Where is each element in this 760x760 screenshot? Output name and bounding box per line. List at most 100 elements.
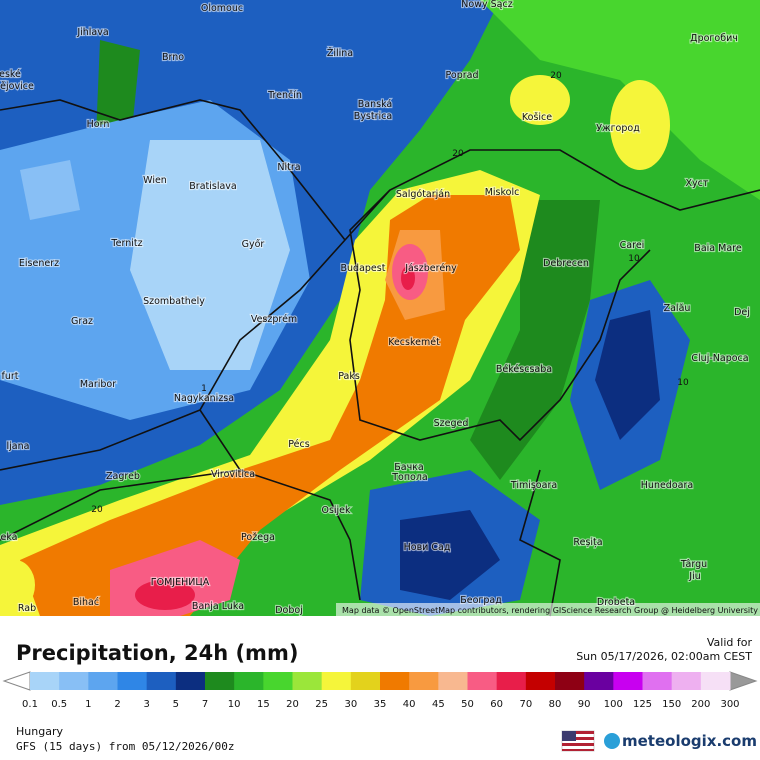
legend-label: 45 <box>432 699 445 710</box>
contour-label: 20 <box>452 149 464 159</box>
place-label: eka <box>0 532 17 543</box>
region: Hungary <box>16 725 63 738</box>
place-label: Jiu <box>688 571 700 582</box>
place-label: Reșița <box>573 537 602 548</box>
contour-label: 1 <box>201 384 207 394</box>
legend-swatch <box>321 672 352 690</box>
place-label: Jászberény <box>404 263 457 274</box>
legend-label: 35 <box>374 699 387 710</box>
legend-label: 20 <box>286 699 299 710</box>
place-label: Maribor <box>80 379 116 390</box>
legend-swatch <box>146 672 177 690</box>
legend-swatch <box>613 672 643 690</box>
legend-label: 70 <box>519 699 532 710</box>
place-label: furt <box>2 371 19 382</box>
place-label: Szombathely <box>143 296 205 307</box>
legend-swatch <box>117 672 148 690</box>
place-label: Szeged <box>434 418 469 429</box>
legend-swatch <box>234 672 264 690</box>
place-label: Békéscsaba <box>496 364 552 375</box>
model-run: GFS (15 days) from 05/12/2026/00z <box>16 740 235 753</box>
place-label: Dej <box>734 307 750 318</box>
legend-label: 25 <box>315 699 328 710</box>
place-label: Zagreb <box>106 471 140 482</box>
legend-label: 30 <box>344 699 357 710</box>
place-label: Kecskemét <box>388 337 440 348</box>
legend-label: 3 <box>143 699 149 710</box>
legend-swatch <box>525 672 556 690</box>
place-label: Miskolc <box>485 187 520 198</box>
legend-label: 2 <box>114 699 120 710</box>
legend-label: 10 <box>228 699 241 710</box>
place-label: Нови Сад <box>404 542 451 553</box>
flag <box>561 730 595 752</box>
place-label: Топола <box>391 472 428 483</box>
place-label: Banja Luka <box>192 601 244 612</box>
place-label: ГОМЈЕНИЦА <box>151 577 210 588</box>
valid-time: Sun 05/17/2026, 02:00am CEST <box>576 650 752 663</box>
legend-swatch <box>467 672 498 690</box>
place-label: Бачка <box>394 462 424 473</box>
legend-swatch <box>671 672 702 690</box>
place-label: Horn <box>87 119 110 130</box>
place-label: Debrecen <box>543 258 589 269</box>
place-label: Pécs <box>288 439 309 450</box>
place-label: Veszprém <box>251 314 297 325</box>
place-label: Ужгород <box>596 123 640 134</box>
legend-label: 125 <box>633 699 652 710</box>
legend-swatch <box>642 672 673 690</box>
place-label: ljana <box>7 441 30 452</box>
place-label: Jihlava <box>76 27 108 38</box>
place-label: Rab <box>18 603 36 614</box>
legend-swatch <box>30 672 60 690</box>
contour-label: 10 <box>677 378 689 388</box>
place-label: eské <box>0 69 21 80</box>
legend-label: 7 <box>202 699 208 710</box>
place-label: Ternitz <box>110 238 142 249</box>
place-label: Nitra <box>277 162 300 173</box>
place-label: Olomouc <box>201 3 243 14</box>
place-label: Doboj <box>275 605 303 616</box>
legend-label: 0.1 <box>22 699 38 710</box>
place-label: Banská <box>358 99 392 110</box>
contour-label: 10 <box>628 254 640 264</box>
place-label: Wien <box>143 175 167 186</box>
place-label: Eisenerz <box>19 258 59 269</box>
place-label: ějovice <box>0 81 34 92</box>
legend-label: 1 <box>85 699 91 710</box>
logo-icon <box>604 733 620 749</box>
place-label: Trenčín <box>267 90 302 101</box>
title: Precipitation, 24h (mm) <box>16 641 298 665</box>
place-label: Београд <box>460 595 502 606</box>
legend-label: 60 <box>490 699 503 710</box>
brand[interactable]: meteologix.com <box>622 732 757 750</box>
place-label: Požega <box>241 532 275 543</box>
legend-label: 5 <box>173 699 179 710</box>
place-label: Хуст <box>686 178 709 189</box>
contour-label: 20 <box>91 505 103 515</box>
legend-swatch <box>59 672 89 690</box>
place-label: Baia Mare <box>694 243 742 254</box>
place-label: Bystrica <box>354 111 392 122</box>
legend-swatch <box>496 672 527 690</box>
place-label: Žilina <box>327 47 353 59</box>
legend-swatch <box>292 672 323 690</box>
attribution: Map data © OpenStreetMap contributors, r… <box>342 606 758 615</box>
place-label: Graz <box>71 316 93 327</box>
place-label: Bihać <box>73 597 99 608</box>
legend-label: 80 <box>549 699 562 710</box>
place-label: Poprad <box>446 70 479 81</box>
legend-label: 40 <box>403 699 416 710</box>
legend-swatch <box>555 672 585 690</box>
legend-label: 50 <box>461 699 474 710</box>
place-label: Carei <box>620 240 645 251</box>
contour-label: 20 <box>550 71 562 81</box>
legend-swatch <box>584 672 614 690</box>
place-label: Cluj-Napoca <box>691 353 748 364</box>
place-label: Hunedoara <box>641 480 693 491</box>
place-label: Drobeta <box>597 597 635 608</box>
place-label: Timișoara <box>510 480 557 491</box>
legend-swatch <box>438 672 468 690</box>
valid-label: Valid for <box>707 636 753 649</box>
place-label: Paks <box>338 371 360 382</box>
